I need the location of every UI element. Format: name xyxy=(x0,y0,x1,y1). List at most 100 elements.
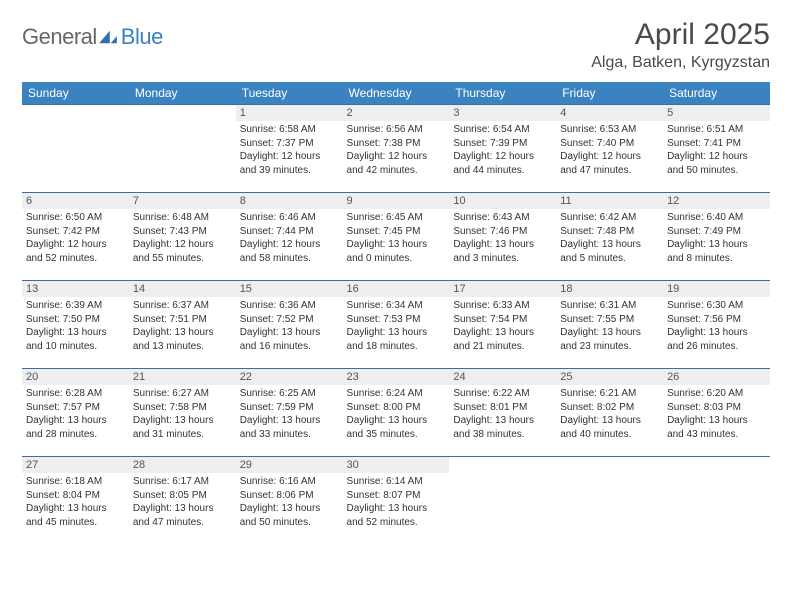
day-number: 5 xyxy=(663,105,770,121)
calendar-table: SundayMondayTuesdayWednesdayThursdayFrid… xyxy=(22,82,770,545)
day-number: 21 xyxy=(129,369,236,385)
calendar-day-cell: 25 Sunrise: 6:21 AMSunset: 8:02 PMDayligh… xyxy=(556,369,663,457)
calendar-day-cell: 29 Sunrise: 6:16 AMSunset: 8:06 PMDayligh… xyxy=(236,457,343,545)
day-details: Sunrise: 6:21 AMSunset: 8:02 PMDaylight:… xyxy=(560,387,659,441)
calendar-day-cell: 1 Sunrise: 6:58 AMSunset: 7:37 PMDaylight… xyxy=(236,105,343,193)
calendar-day-cell: 27 Sunrise: 6:18 AMSunset: 8:04 PMDayligh… xyxy=(22,457,129,545)
day-number: 22 xyxy=(236,369,343,385)
calendar-day-cell: 23 Sunrise: 6:24 AMSunset: 8:00 PMDayligh… xyxy=(343,369,450,457)
day-details: Sunrise: 6:14 AMSunset: 8:07 PMDaylight:… xyxy=(347,475,446,529)
day-number: 24 xyxy=(449,369,556,385)
day-number: 28 xyxy=(129,457,236,473)
calendar-day-cell: 9Sunrise: 6:45 AMSunset: 7:45 PMDaylight… xyxy=(343,193,450,281)
weekday-header: Thursday xyxy=(449,82,556,105)
day-number: 11 xyxy=(556,193,663,209)
day-number: 1 xyxy=(236,105,343,121)
calendar-day-cell: 16Sunrise: 6:34 AMSunset: 7:53 PMDayligh… xyxy=(343,281,450,369)
sail-icon xyxy=(97,29,119,45)
day-details: Sunrise: 6:33 AMSunset: 7:54 PMDaylight:… xyxy=(453,299,552,353)
calendar-week-row: 27 Sunrise: 6:18 AMSunset: 8:04 PMDayligh… xyxy=(22,457,770,545)
day-details: Sunrise: 6:40 AMSunset: 7:49 PMDaylight:… xyxy=(667,211,766,265)
weekday-header-row: SundayMondayTuesdayWednesdayThursdayFrid… xyxy=(22,82,770,105)
day-number: 19 xyxy=(663,281,770,297)
day-details: Sunrise: 6:45 AMSunset: 7:45 PMDaylight:… xyxy=(347,211,446,265)
day-number: 30 xyxy=(343,457,450,473)
day-details: Sunrise: 6:16 AMSunset: 8:06 PMDaylight:… xyxy=(240,475,339,529)
calendar-day-cell: 4Sunrise: 6:53 AMSunset: 7:40 PMDaylight… xyxy=(556,105,663,193)
calendar-day-cell: 26 Sunrise: 6:20 AMSunset: 8:03 PMDayligh… xyxy=(663,369,770,457)
day-number: 3 xyxy=(449,105,556,121)
calendar-empty-cell: . xyxy=(663,457,770,545)
day-details: Sunrise: 6:18 AMSunset: 8:04 PMDaylight:… xyxy=(26,475,125,529)
day-details: Sunrise: 6:17 AMSunset: 8:05 PMDaylight:… xyxy=(133,475,232,529)
logo: General Blue xyxy=(22,18,163,50)
day-number: 25 xyxy=(556,369,663,385)
calendar-week-row: 6Sunrise: 6:50 AMSunset: 7:42 PMDaylight… xyxy=(22,193,770,281)
day-number: 27 xyxy=(22,457,129,473)
calendar-day-cell: 6Sunrise: 6:50 AMSunset: 7:42 PMDaylight… xyxy=(22,193,129,281)
day-details: Sunrise: 6:31 AMSunset: 7:55 PMDaylight:… xyxy=(560,299,659,353)
calendar-day-cell: 7Sunrise: 6:48 AMSunset: 7:43 PMDaylight… xyxy=(129,193,236,281)
day-number: 13 xyxy=(22,281,129,297)
day-details: Sunrise: 6:54 AMSunset: 7:39 PMDaylight:… xyxy=(453,123,552,177)
weekday-header: Tuesday xyxy=(236,82,343,105)
calendar-week-row: ..1Sunrise: 6:58 AMSunset: 7:37 PMDaylig… xyxy=(22,105,770,193)
calendar-day-cell: 20 Sunrise: 6:28 AMSunset: 7:57 PMDayligh… xyxy=(22,369,129,457)
calendar-day-cell: 14 Sunrise: 6:37 AMSunset: 7:51 PMDayligh… xyxy=(129,281,236,369)
calendar-day-cell: 24 Sunrise: 6:22 AMSunset: 8:01 PMDayligh… xyxy=(449,369,556,457)
day-details: Sunrise: 6:37 AMSunset: 7:51 PMDaylight:… xyxy=(133,299,232,353)
calendar-day-cell: 19 Sunrise: 6:30 AMSunset: 7:56 PMDayligh… xyxy=(663,281,770,369)
day-number: 2 xyxy=(343,105,450,121)
day-number: 18 xyxy=(556,281,663,297)
day-details: Sunrise: 6:28 AMSunset: 7:57 PMDaylight:… xyxy=(26,387,125,441)
day-details: Sunrise: 6:58 AMSunset: 7:37 PMDaylight:… xyxy=(240,123,339,177)
weekday-header: Wednesday xyxy=(343,82,450,105)
title-block: April 2025 Alga, Batken, Kyrgyzstan xyxy=(591,18,770,72)
day-number: 29 xyxy=(236,457,343,473)
day-number: 7 xyxy=(129,193,236,209)
header: General Blue April 2025 Alga, Batken, Ky… xyxy=(22,18,770,72)
day-details: Sunrise: 6:30 AMSunset: 7:56 PMDaylight:… xyxy=(667,299,766,353)
calendar-day-cell: 13 Sunrise: 6:39 AMSunset: 7:50 PMDayligh… xyxy=(22,281,129,369)
calendar-day-cell: 2 Sunrise: 6:56 AMSunset: 7:38 PMDaylight… xyxy=(343,105,450,193)
day-number: 12 xyxy=(663,193,770,209)
day-number: 10 xyxy=(449,193,556,209)
calendar-day-cell: 28 Sunrise: 6:17 AMSunset: 8:05 PMDayligh… xyxy=(129,457,236,545)
day-number: 16 xyxy=(343,281,450,297)
day-details: Sunrise: 6:46 AMSunset: 7:44 PMDaylight:… xyxy=(240,211,339,265)
calendar-empty-cell: . xyxy=(22,105,129,193)
calendar-body: ..1Sunrise: 6:58 AMSunset: 7:37 PMDaylig… xyxy=(22,105,770,545)
day-number: 4 xyxy=(556,105,663,121)
day-details: Sunrise: 6:50 AMSunset: 7:42 PMDaylight:… xyxy=(26,211,125,265)
calendar-day-cell: 22 Sunrise: 6:25 AMSunset: 7:59 PMDayligh… xyxy=(236,369,343,457)
day-details: Sunrise: 6:51 AMSunset: 7:41 PMDaylight:… xyxy=(667,123,766,177)
day-details: Sunrise: 6:22 AMSunset: 8:01 PMDaylight:… xyxy=(453,387,552,441)
day-details: Sunrise: 6:36 AMSunset: 7:52 PMDaylight:… xyxy=(240,299,339,353)
calendar-day-cell: 15Sunrise: 6:36 AMSunset: 7:52 PMDayligh… xyxy=(236,281,343,369)
day-details: Sunrise: 6:24 AMSunset: 8:00 PMDaylight:… xyxy=(347,387,446,441)
calendar-empty-cell: . xyxy=(129,105,236,193)
day-details: Sunrise: 6:39 AMSunset: 7:50 PMDaylight:… xyxy=(26,299,125,353)
day-details: Sunrise: 6:20 AMSunset: 8:03 PMDaylight:… xyxy=(667,387,766,441)
calendar-day-cell: 12 Sunrise: 6:40 AMSunset: 7:49 PMDayligh… xyxy=(663,193,770,281)
calendar-day-cell: 5 Sunrise: 6:51 AMSunset: 7:41 PMDaylight… xyxy=(663,105,770,193)
day-details: Sunrise: 6:56 AMSunset: 7:38 PMDaylight:… xyxy=(347,123,446,177)
day-details: Sunrise: 6:42 AMSunset: 7:48 PMDaylight:… xyxy=(560,211,659,265)
day-number: 23 xyxy=(343,369,450,385)
day-number: 14 xyxy=(129,281,236,297)
day-number: 17 xyxy=(449,281,556,297)
weekday-header: Sunday xyxy=(22,82,129,105)
calendar-day-cell: 17 Sunrise: 6:33 AMSunset: 7:54 PMDayligh… xyxy=(449,281,556,369)
calendar-week-row: 13 Sunrise: 6:39 AMSunset: 7:50 PMDayligh… xyxy=(22,281,770,369)
day-number: 20 xyxy=(22,369,129,385)
calendar-day-cell: 30 Sunrise: 6:14 AMSunset: 8:07 PMDayligh… xyxy=(343,457,450,545)
calendar-day-cell: 21 Sunrise: 6:27 AMSunset: 7:58 PMDayligh… xyxy=(129,369,236,457)
weekday-header: Saturday xyxy=(663,82,770,105)
day-details: Sunrise: 6:27 AMSunset: 7:58 PMDaylight:… xyxy=(133,387,232,441)
location-text: Alga, Batken, Kyrgyzstan xyxy=(591,54,770,72)
calendar-week-row: 20 Sunrise: 6:28 AMSunset: 7:57 PMDayligh… xyxy=(22,369,770,457)
logo-text-blue: Blue xyxy=(121,24,163,50)
day-number: 26 xyxy=(663,369,770,385)
day-details: Sunrise: 6:25 AMSunset: 7:59 PMDaylight:… xyxy=(240,387,339,441)
calendar-day-cell: 3 Sunrise: 6:54 AMSunset: 7:39 PMDaylight… xyxy=(449,105,556,193)
